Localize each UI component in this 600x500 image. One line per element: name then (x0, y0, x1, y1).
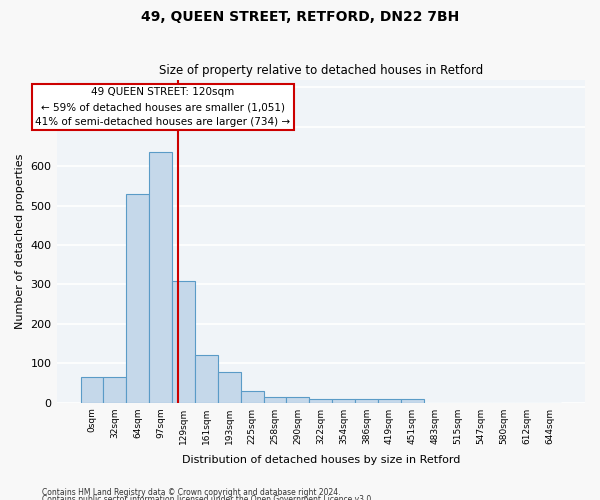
Bar (103, 377, 127, 402)
Text: Contains HM Land Registry data © Crown copyright and database right 2024.: Contains HM Land Registry data © Crown c… (42, 488, 341, 497)
Bar (401, 398, 424, 402)
Bar (195, 356, 218, 403)
Bar (355, 398, 378, 402)
Bar (172, 280, 195, 402)
Text: Contains public sector information licensed under the Open Government Licence v3: Contains public sector information licen… (42, 496, 374, 500)
Bar (378, 398, 401, 402)
Bar (80, 377, 103, 402)
X-axis label: Distribution of detached houses by size in Retford: Distribution of detached houses by size … (182, 455, 460, 465)
Bar (332, 398, 355, 402)
Text: 49, QUEEN STREET, RETFORD, DN22 7BH: 49, QUEEN STREET, RETFORD, DN22 7BH (141, 10, 459, 24)
Bar (286, 396, 310, 402)
Bar (263, 396, 286, 402)
Bar (241, 391, 263, 402)
Bar (127, 194, 149, 402)
Bar (149, 152, 172, 402)
Bar (218, 372, 241, 402)
Y-axis label: Number of detached properties: Number of detached properties (15, 154, 25, 329)
Title: Size of property relative to detached houses in Retford: Size of property relative to detached ho… (158, 64, 483, 77)
Bar (310, 398, 332, 402)
Text: 49 QUEEN STREET: 120sqm
← 59% of detached houses are smaller (1,051)
41% of semi: 49 QUEEN STREET: 120sqm ← 59% of detache… (35, 88, 290, 127)
